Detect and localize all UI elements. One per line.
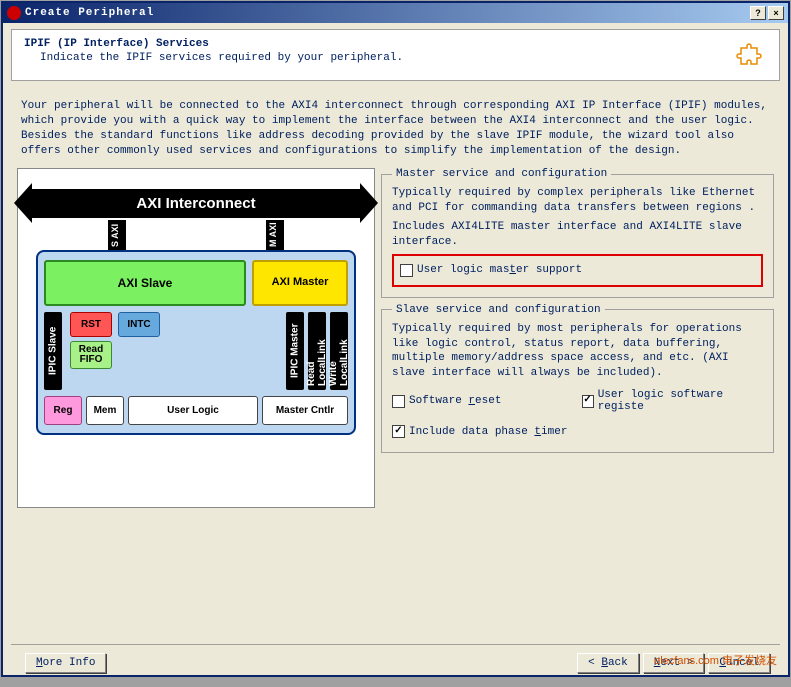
m-axi-connector: M AXI [266, 220, 284, 250]
page-title: IPIF (IP Interface) Services [24, 38, 735, 50]
titlebar: Create Peripheral ? × [3, 3, 788, 23]
mem-block: Mem [86, 396, 124, 425]
master-service-group: Master service and configuration Typical… [381, 168, 774, 297]
write-locallink-block: Write LocalLink [330, 312, 348, 390]
slave-legend: Slave service and configuration [392, 304, 605, 316]
sw-reset-checkbox[interactable] [392, 395, 405, 408]
ip-block: AXI Slave AXI Master IPIC Slave RST INTC [36, 250, 356, 435]
data-phase-checkbox[interactable] [392, 425, 405, 438]
master-legend: Master service and configuration [392, 168, 611, 180]
axi-interconnect-bar: AXI Interconnect [30, 189, 362, 218]
data-phase-label: Include data phase timer [409, 426, 567, 438]
axi-master-block: AXI Master [252, 260, 348, 306]
master-support-checkbox[interactable] [400, 264, 413, 277]
close-button[interactable]: × [768, 6, 784, 20]
slave-service-group: Slave service and configuration Typicall… [381, 304, 774, 453]
sw-registe-label: User logic software registe [598, 389, 763, 413]
master-p1: Typically required by complex peripheral… [392, 186, 763, 216]
s-axi-connector: S AXI [108, 220, 126, 250]
sw-registe-checkbox[interactable] [582, 395, 594, 408]
master-cntlr-block: Master Cntlr [262, 396, 348, 425]
wizard-window: Create Peripheral ? × IPIF (IP Interface… [1, 1, 790, 677]
ipic-slave-block: IPIC Slave [44, 312, 62, 390]
more-info-button[interactable]: More Info [25, 653, 106, 673]
sw-reset-label: Software reset [409, 395, 501, 407]
highlight-box: User logic master support [392, 254, 763, 287]
page-subtitle: Indicate the IPIF services required by y… [24, 52, 735, 64]
reg-block: Reg [44, 396, 82, 425]
back-button[interactable]: < Back [577, 653, 639, 673]
ipic-master-block: IPIC Master [286, 312, 304, 390]
slave-p1: Typically required by most peripherals f… [392, 322, 763, 381]
rst-block: RST [70, 312, 112, 337]
window-title: Create Peripheral [25, 7, 750, 19]
user-logic-block: User Logic [128, 396, 258, 425]
master-p2: Includes AXI4LITE master interface and A… [392, 220, 763, 250]
description-text: Your peripheral will be connected to the… [21, 99, 770, 158]
help-button[interactable]: ? [750, 6, 766, 20]
intc-block: INTC [118, 312, 160, 337]
axi-slave-block: AXI Slave [44, 260, 246, 306]
app-icon [7, 6, 21, 20]
puzzle-icon [735, 38, 767, 70]
watermark: elecfans.com 电子发烧友 [654, 652, 777, 668]
read-fifo-block: ReadFIFO [70, 341, 112, 369]
page-header: IPIF (IP Interface) Services Indicate th… [11, 29, 780, 81]
architecture-diagram: AXI Interconnect S AXI M AXI AXI Slave A… [17, 168, 375, 508]
master-support-label: User logic master support [417, 264, 582, 276]
read-locallink-block: Read LocalLink [308, 312, 326, 390]
